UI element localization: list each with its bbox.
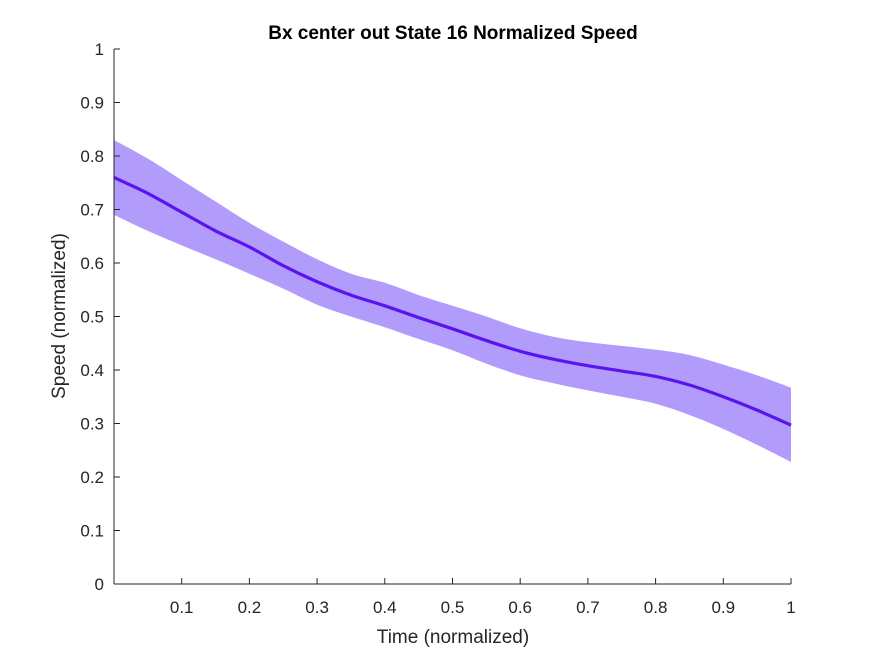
y-axis-label: Speed (normalized)	[49, 233, 70, 399]
chart-title: Bx center out State 16 Normalized Speed	[268, 23, 638, 44]
x-tick-label: 0.5	[441, 598, 465, 617]
y-tick-label: 0	[95, 575, 104, 594]
x-tick-label: 0.8	[644, 598, 668, 617]
y-tick-label: 0.2	[80, 468, 104, 487]
y-tick-label: 1	[95, 40, 104, 59]
x-tick-label: 0.2	[238, 598, 262, 617]
x-tick-label: 0.4	[373, 598, 397, 617]
confidence-band	[114, 139, 791, 463]
y-tick-label: 0.7	[80, 201, 104, 220]
y-tick-label: 0.3	[80, 415, 104, 434]
x-tick-label: 0.1	[170, 598, 194, 617]
y-tick-label: 0.5	[80, 308, 104, 327]
y-tick-label: 0.1	[80, 522, 104, 541]
y-tick-label: 0.9	[80, 94, 104, 113]
x-tick-label: 0.9	[711, 598, 735, 617]
mean-speed-line	[113, 175, 792, 427]
x-tick-label: 0.6	[508, 598, 532, 617]
x-tick-label: 0.3	[305, 598, 329, 617]
y-tick-label: 0.4	[80, 361, 104, 380]
y-tick-label: 0.8	[80, 147, 104, 166]
y-tick-label: 0.6	[80, 254, 104, 273]
x-tick-label: 0.7	[576, 598, 600, 617]
x-tick-label: 1	[786, 598, 795, 617]
x-axis-label: Time (normalized)	[377, 627, 529, 648]
